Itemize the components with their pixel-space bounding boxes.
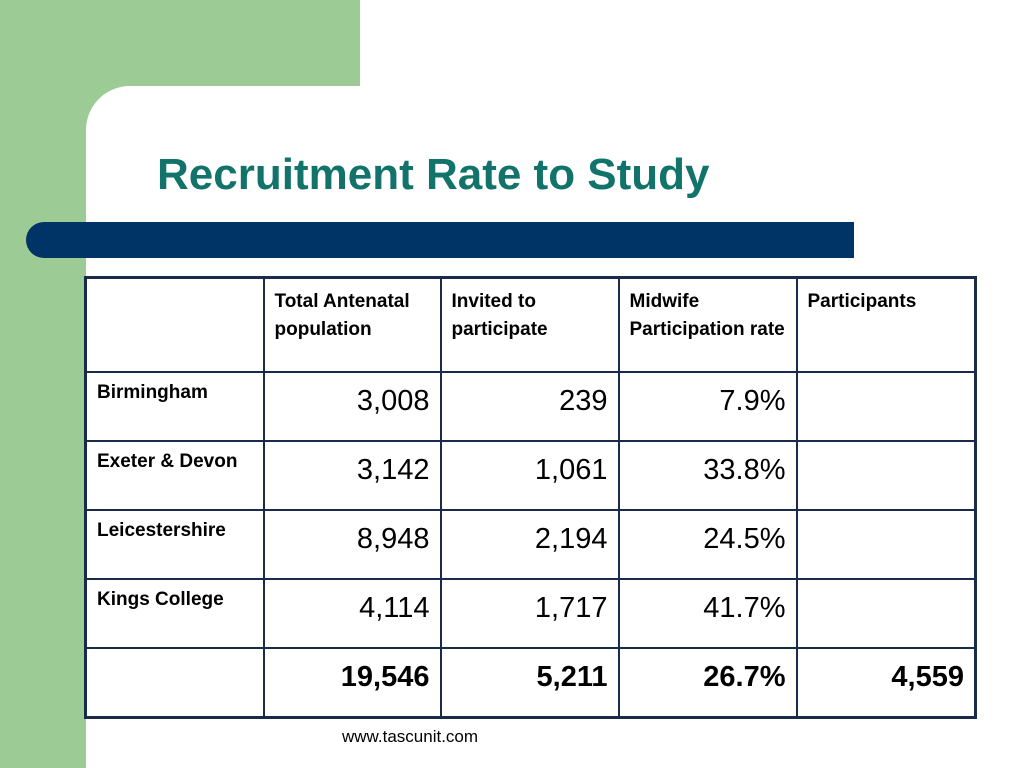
- cell-rate: 24.5%: [617, 509, 798, 581]
- header-total-antenatal-population: Total Antenatal population: [262, 276, 442, 373]
- total-antenatal-sum: 19,546: [262, 647, 442, 719]
- cell-invited: 239: [439, 370, 620, 442]
- header-midwife-participation-rate: Midwife Participation rate: [617, 276, 798, 373]
- cell-total: 3,142: [262, 439, 442, 512]
- row-label: Exeter & Devon: [84, 439, 265, 512]
- row-label: Birmingham: [84, 370, 265, 442]
- cell-total: 3,008: [262, 370, 442, 442]
- row-label: Kings College: [84, 578, 265, 650]
- cell-invited: 1,061: [439, 439, 620, 512]
- cell-participants: [795, 439, 977, 512]
- cell-participants: [795, 370, 977, 442]
- title-underline-bar: [26, 222, 854, 258]
- table-totals-row: 19,546 5,211 26.7% 4,559: [84, 647, 977, 719]
- table-row: Birmingham 3,008 239 7.9%: [84, 370, 977, 442]
- cell-participants: [795, 578, 977, 650]
- cell-invited: 1,717: [439, 578, 620, 650]
- total-participants: 4,559: [795, 647, 977, 719]
- cell-total: 4,114: [262, 578, 442, 650]
- header-invited-to-participate: Invited to participate: [439, 276, 620, 373]
- header-participants: Participants: [795, 276, 977, 373]
- table-row: Kings College 4,114 1,717 41.7%: [84, 578, 977, 650]
- cell-total: 8,948: [262, 509, 442, 581]
- header-cell-empty: [84, 276, 265, 373]
- cell-rate: 41.7%: [617, 578, 798, 650]
- footer-url: www.tascunit.com: [342, 727, 479, 746]
- recruitment-table: Total Antenatal population Invited to pa…: [84, 276, 977, 719]
- total-rate: 26.7%: [617, 647, 798, 719]
- table-row: Exeter & Devon 3,142 1,061 33.8%: [84, 439, 977, 512]
- cell-invited: 2,194: [439, 509, 620, 581]
- page-title: Recruitment Rate to Study: [157, 150, 710, 199]
- total-invited-sum: 5,211: [439, 647, 620, 719]
- row-label: Leicestershire: [84, 509, 265, 581]
- cell-rate: 7.9%: [617, 370, 798, 442]
- table-row: Leicestershire 8,948 2,194 24.5%: [84, 509, 977, 581]
- cell-participants: [795, 509, 977, 581]
- cell-rate: 33.8%: [617, 439, 798, 512]
- table-header-row: Total Antenatal population Invited to pa…: [84, 276, 977, 373]
- totals-label: [84, 647, 265, 719]
